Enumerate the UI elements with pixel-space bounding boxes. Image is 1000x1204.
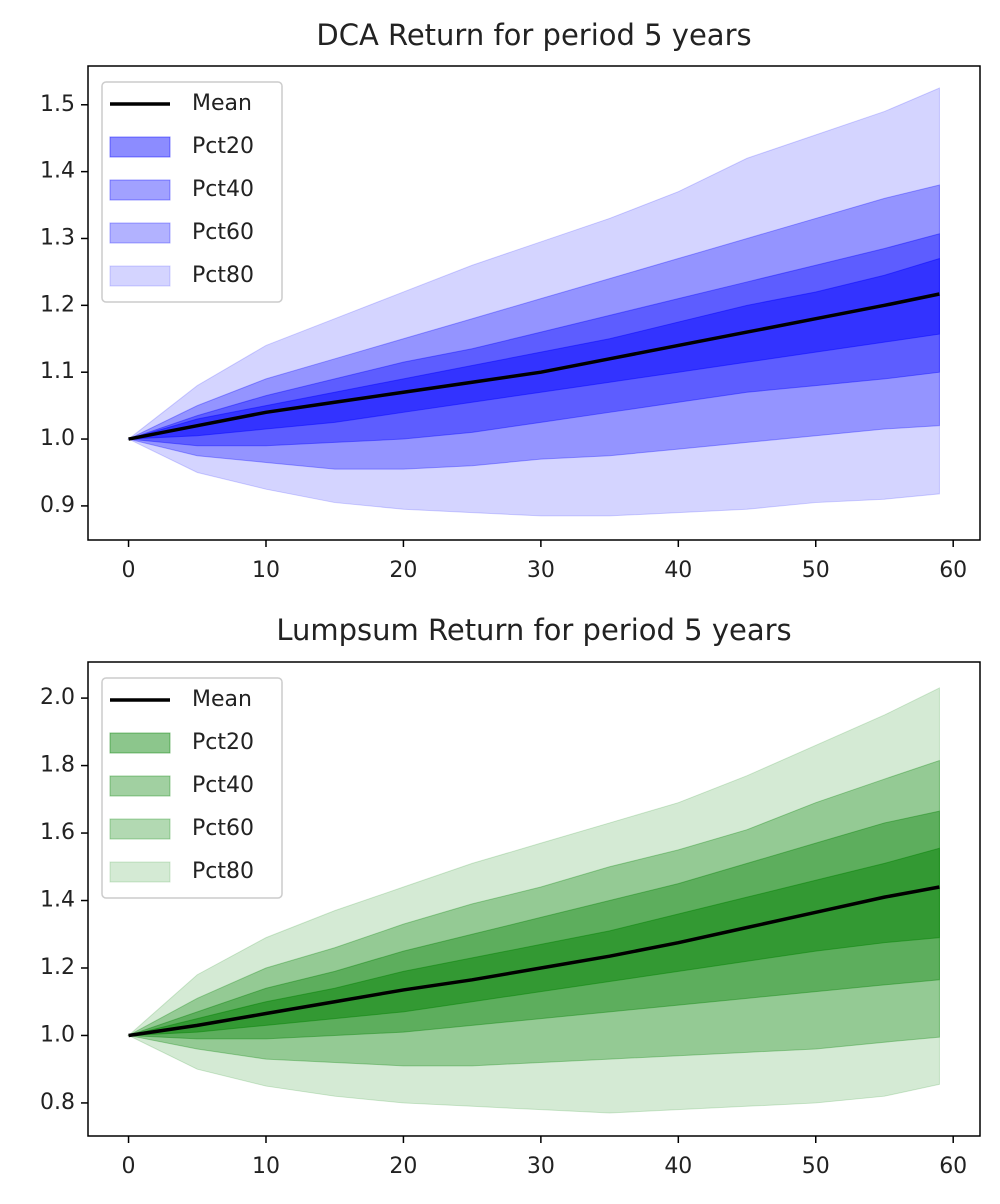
x-tick-label: 40 [664, 558, 692, 583]
x-tick-label: 60 [939, 558, 967, 583]
y-tick-label: 1.6 [40, 820, 75, 845]
x-tick-label: 20 [389, 1154, 417, 1179]
y-tick-label: 1.2 [40, 292, 75, 317]
chart-title: DCA Return for period 5 years [316, 18, 751, 52]
band [127, 759, 940, 1067]
y-tick-label: 1.8 [40, 753, 75, 778]
y-tick-label: 1.1 [40, 359, 75, 384]
x-tick-label: 10 [252, 1154, 280, 1179]
band [128, 810, 940, 1040]
band [127, 184, 940, 470]
band [127, 687, 940, 1114]
x-tick-label: 0 [122, 558, 136, 583]
mean-line [128, 885, 940, 1038]
band [128, 257, 940, 440]
legend-label: Pct20 [192, 730, 254, 755]
legend-label: Pct60 [192, 220, 254, 245]
y-tick-label: 1.5 [40, 92, 75, 117]
chart-title: Lumpsum Return for period 5 years [276, 613, 791, 647]
legend-label: Mean [192, 687, 252, 712]
y-tick-label: 1.4 [40, 888, 75, 913]
y-tick-label: 2.0 [40, 685, 75, 710]
legend-patch [109, 136, 171, 158]
legend-patch [109, 265, 171, 287]
axes-frame [87, 661, 981, 1137]
legend-label: Pct80 [192, 263, 254, 288]
legend-box [101, 677, 283, 899]
plot-area [127, 87, 940, 517]
x-tick-label: 20 [389, 558, 417, 583]
legend-patch [109, 222, 171, 244]
legend-label: Pct20 [192, 134, 254, 159]
axes-frame [87, 65, 981, 541]
x-tick-label: 30 [527, 1154, 555, 1179]
legend-label: Pct40 [192, 773, 254, 798]
legend-patch [109, 818, 171, 840]
plot-area [127, 687, 940, 1114]
y-tick-label: 0.8 [40, 1090, 75, 1115]
band [127, 87, 940, 517]
legend-label: Mean [192, 91, 252, 116]
x-tick-label: 50 [802, 1154, 830, 1179]
x-tick-label: 30 [527, 558, 555, 583]
y-tick-label: 1.3 [40, 225, 75, 250]
y-tick-label: 1.2 [40, 955, 75, 980]
x-tick-label: 60 [939, 1154, 967, 1179]
x-tick-label: 10 [252, 558, 280, 583]
y-tick-label: 1.4 [40, 159, 75, 184]
legend-patch [109, 775, 171, 797]
legend-label: Pct60 [192, 816, 254, 841]
y-tick-label: 1.0 [40, 1022, 75, 1047]
legend-patch [109, 179, 171, 201]
x-tick-label: 40 [664, 1154, 692, 1179]
mean-line [128, 292, 940, 441]
legend-box [101, 81, 283, 303]
y-tick-label: 1.0 [40, 426, 75, 451]
band [128, 233, 940, 447]
x-tick-label: 0 [122, 1154, 136, 1179]
legend-label: Pct80 [192, 859, 254, 884]
band [128, 847, 940, 1036]
x-tick-label: 50 [802, 558, 830, 583]
legend-patch [109, 861, 171, 883]
legend-patch [109, 732, 171, 754]
y-tick-label: 0.9 [40, 493, 75, 518]
legend-label: Pct40 [192, 177, 254, 202]
